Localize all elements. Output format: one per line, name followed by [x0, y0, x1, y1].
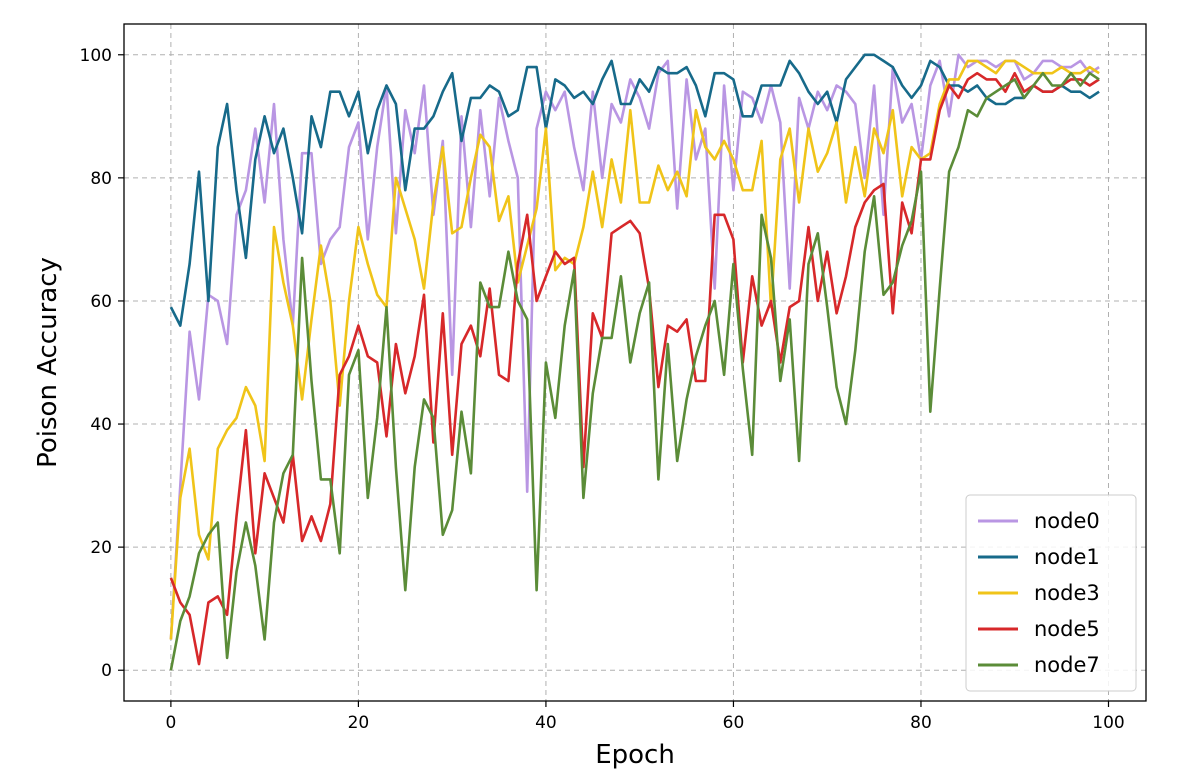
series-line-node3 [169, 59, 1100, 640]
y-tick-label: 80 [90, 169, 112, 189]
legend-label-node5: node5 [1034, 617, 1100, 641]
x-tick-label: 40 [535, 713, 557, 733]
legend-box [965, 494, 1137, 692]
series-lines [169, 53, 1100, 671]
legend-label-node1: node1 [1034, 545, 1100, 569]
series-line-node7 [169, 71, 1100, 671]
x-tick-label: 100 [1092, 713, 1124, 733]
y-tick-label: 60 [90, 292, 112, 312]
legend-label-node0: node0 [1034, 509, 1100, 533]
x-tick-label: 60 [723, 713, 745, 733]
axis-ticks: 0 20 40 60 80 100 0 20 40 60 80 100 [80, 46, 1125, 733]
y-tick-label: 100 [80, 46, 112, 66]
series-line-node1 [169, 53, 1100, 327]
x-tick-label: 20 [348, 713, 370, 733]
plot-frame [123, 23, 1147, 702]
x-axis-label: Epoch [595, 740, 675, 770]
y-axis-label: Poison Accuracy [33, 257, 63, 468]
legend: node0 node1 node3 node5 node7 [965, 494, 1137, 692]
y-tick-label: 40 [90, 415, 112, 435]
series-line-node5 [169, 71, 1100, 666]
x-tick-label: 80 [910, 713, 932, 733]
y-tick-label: 0 [101, 661, 112, 681]
legend-label-node7: node7 [1034, 653, 1100, 677]
legend-label-node3: node3 [1034, 581, 1100, 605]
x-tick-label: 0 [165, 713, 176, 733]
y-tick-label: 20 [90, 538, 112, 558]
